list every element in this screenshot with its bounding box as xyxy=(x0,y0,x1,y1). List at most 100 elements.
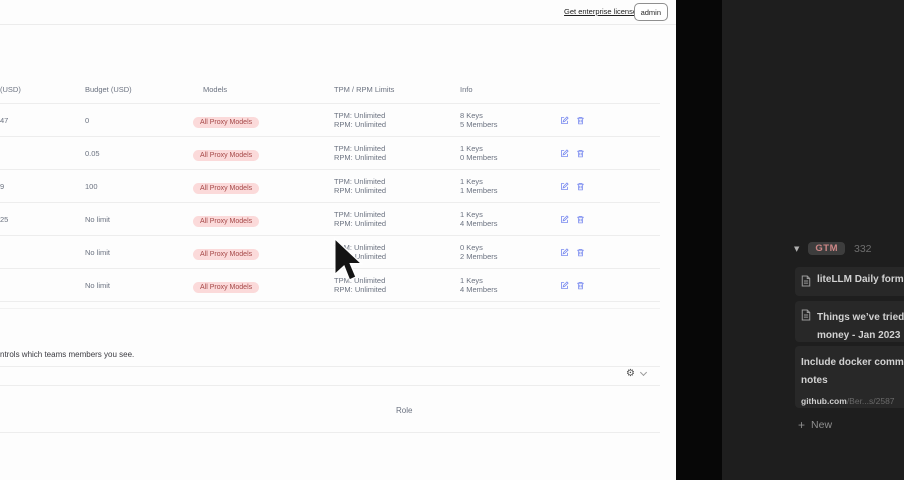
gtm-group-row[interactable]: ▼ GTM 332 xyxy=(794,242,872,255)
budget-value: No limit xyxy=(85,280,111,290)
divider xyxy=(0,308,660,309)
get-enterprise-license-link[interactable]: Get enterprise license xyxy=(564,7,637,16)
budget-value: 0 xyxy=(85,115,90,125)
budget-value: 0.05 xyxy=(85,148,100,158)
role-column-header: Role xyxy=(396,406,413,415)
col-header-models: Models xyxy=(203,84,228,94)
table-header-row: (USD) Budget (USD) Models TPM / RPM Limi… xyxy=(0,75,660,103)
edit-team-icon[interactable] xyxy=(560,115,569,125)
delete-team-icon[interactable] xyxy=(576,116,585,125)
admin-user-button[interactable]: admin xyxy=(633,3,668,21)
delete-team-icon[interactable] xyxy=(576,248,585,257)
edit-team-icon[interactable] xyxy=(560,148,569,158)
members-count: 4 Members xyxy=(460,285,498,294)
card-title: liteLLM Daily forma xyxy=(817,274,904,285)
table-settings-row: ⚙ xyxy=(626,368,648,379)
github-link-path: /Ber...s/2587 xyxy=(846,396,895,406)
spend-value: 47 xyxy=(0,115,9,125)
col-header-spend-usd: (USD) xyxy=(0,84,21,94)
rpm-limit: RPM: Unlimited xyxy=(334,285,387,294)
members-count: 4 Members xyxy=(460,219,498,228)
teams-table: (USD) Budget (USD) Models TPM / RPM Limi… xyxy=(0,75,660,301)
gtm-group-count: 332 xyxy=(854,242,872,255)
table-row: No limit All Proxy Models TPM: Unlimited… xyxy=(0,268,660,301)
budget-value: No limit xyxy=(85,214,111,224)
delete-team-icon[interactable] xyxy=(576,215,585,224)
chevron-down-icon[interactable] xyxy=(639,368,648,377)
spend-value: 25 xyxy=(0,214,9,224)
rpm-limit: RPM: Unlimited xyxy=(334,186,387,195)
keys-count: 8 Keys xyxy=(460,111,483,120)
table-row: 25 No limit All Proxy Models TPM: Unlimi… xyxy=(0,202,660,235)
page-icon xyxy=(801,274,811,292)
rpm-limit: RPM: Unlimited xyxy=(334,153,387,162)
page-icon xyxy=(801,308,811,342)
delete-team-icon[interactable] xyxy=(576,281,585,290)
tpm-limit: TPM: Unlimited xyxy=(334,111,386,120)
members-count: 1 Members xyxy=(460,186,498,195)
keys-count: 1 Keys xyxy=(460,177,483,186)
rpm-limit: RPM: Unlimited xyxy=(334,120,387,129)
tpm-limit: TPM: Unlimited xyxy=(334,210,386,219)
collapse-triangle-icon[interactable]: ▼ xyxy=(794,244,800,253)
edit-team-icon[interactable] xyxy=(560,247,569,257)
card-title-line2: money - Jan 2023 xyxy=(817,330,901,341)
team-id-note: ntrols which teams members you see. xyxy=(0,350,135,359)
card-title-line2: notes xyxy=(801,375,828,386)
divider xyxy=(0,432,660,433)
budget-value: 100 xyxy=(85,181,98,191)
divider xyxy=(0,385,660,386)
card-title: Things we’ve tried xyxy=(817,312,904,323)
card-title: Include docker comma xyxy=(801,357,904,368)
keys-count: 0 Keys xyxy=(460,243,483,252)
side-panel-edge xyxy=(676,0,722,480)
top-bar: Get enterprise license admin xyxy=(0,0,676,25)
new-card-label: New xyxy=(811,419,833,431)
edit-team-icon[interactable] xyxy=(560,280,569,290)
new-card-button[interactable]: + New xyxy=(798,419,832,431)
col-header-tpm-rpm-limits: TPM / RPM Limits xyxy=(334,84,395,94)
rpm-limit: RPM: Unlimited xyxy=(334,252,387,261)
models-badge: All Proxy Models xyxy=(193,216,260,227)
divider xyxy=(0,366,660,367)
edit-team-icon[interactable] xyxy=(560,181,569,191)
tpm-limit: TPM: Unlimited xyxy=(334,243,386,252)
kanban-card[interactable]: liteLLM Daily forma xyxy=(795,267,904,296)
delete-team-icon[interactable] xyxy=(576,149,585,158)
keys-count: 1 Keys xyxy=(460,210,483,219)
gear-icon[interactable]: ⚙ xyxy=(626,368,635,379)
plus-icon: + xyxy=(798,418,806,432)
keys-count: 1 Keys xyxy=(460,276,483,285)
table-row: 9 100 All Proxy Models TPM: Unlimited RPM… xyxy=(0,169,660,202)
delete-team-icon[interactable] xyxy=(576,182,585,191)
tpm-limit: TPM: Unlimited xyxy=(334,177,386,186)
budget-value: No limit xyxy=(85,247,111,257)
models-badge: All Proxy Models xyxy=(193,117,260,128)
github-link-domain: github.com xyxy=(801,396,847,406)
table-row: No limit All Proxy Models TPM: Unlimited… xyxy=(0,235,660,268)
col-header-budget-usd: Budget (USD) xyxy=(85,84,132,94)
models-badge: All Proxy Models xyxy=(193,282,260,293)
kanban-card[interactable]: Things we’ve tried money - Jan 2023 xyxy=(795,301,904,342)
side-panel: ▼ GTM 332 liteLLM Daily forma Things we’… xyxy=(722,0,904,480)
gtm-group-badge: GTM xyxy=(808,242,845,255)
models-badge: All Proxy Models xyxy=(193,150,260,161)
models-badge: All Proxy Models xyxy=(193,249,260,260)
table-row: 0.05 All Proxy Models TPM: Unlimited RPM:… xyxy=(0,136,660,169)
tpm-limit: TPM: Unlimited xyxy=(334,144,386,153)
members-count: 5 Members xyxy=(460,120,498,129)
keys-count: 1 Keys xyxy=(460,144,483,153)
divider xyxy=(0,301,660,302)
table-row: 47 0 All Proxy Models TPM: Unlimited RPM:… xyxy=(0,103,660,136)
kanban-card[interactable]: Include docker comma notes github.com/Be… xyxy=(795,346,904,408)
spend-value: 9 xyxy=(0,181,5,191)
github-link[interactable]: github.com/Ber...s/2587 xyxy=(801,396,904,406)
edit-team-icon[interactable] xyxy=(560,214,569,224)
models-badge: All Proxy Models xyxy=(193,183,260,194)
members-count: 2 Members xyxy=(460,252,498,261)
tpm-limit: TPM: Unlimited xyxy=(334,276,386,285)
rpm-limit: RPM: Unlimited xyxy=(334,219,387,228)
col-header-info: Info xyxy=(460,84,473,94)
members-count: 0 Members xyxy=(460,153,498,162)
